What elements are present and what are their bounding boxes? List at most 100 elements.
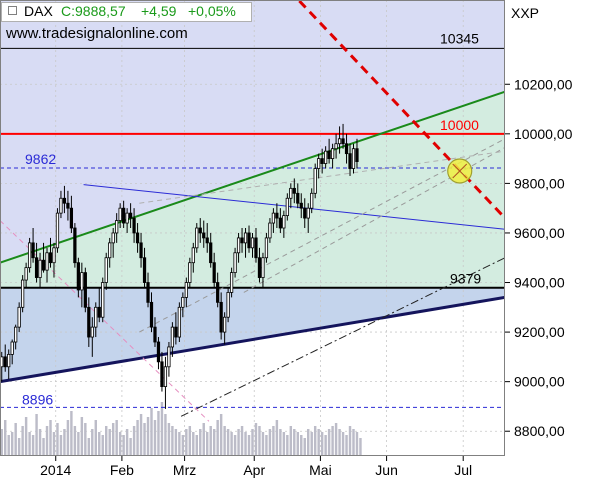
header-symbol: DAX: [24, 3, 53, 19]
volume-bar: [132, 426, 136, 456]
plot-frame: [0, 0, 505, 456]
volume-bar: [73, 426, 77, 456]
volume-bar: [167, 423, 171, 456]
volume-bar: [313, 426, 317, 456]
candle-down: [31, 242, 35, 259]
volume-bar: [143, 423, 146, 456]
header-change: +4,59: [141, 3, 177, 19]
candle-up: [243, 232, 248, 244]
candle-up: [261, 257, 265, 278]
volume-bar: [150, 408, 153, 456]
lower-zone-fill: [0, 287, 505, 382]
volume-bar: [192, 432, 195, 456]
candle-up: [184, 282, 188, 298]
y-tick-label: 9200,00: [514, 324, 565, 340]
volume-bar: [35, 414, 38, 456]
volume-bar: [261, 432, 265, 456]
volume-bar: [345, 435, 348, 456]
volume-bar: [303, 438, 306, 456]
volume-bar: [129, 438, 132, 456]
x-tick-label: Apr: [243, 462, 265, 478]
volume-bar: [4, 420, 7, 456]
y-tick-label: 9400,00: [514, 275, 565, 291]
volume-bar: [160, 402, 164, 456]
candle-down: [83, 272, 87, 308]
candle-up: [324, 150, 328, 164]
volume-bar: [122, 435, 125, 456]
trendline-upper-channel: [0, 90, 505, 264]
candle-down: [122, 207, 126, 224]
volume-bar: [251, 429, 254, 456]
volume-bar: [188, 426, 192, 456]
candle-down: [174, 326, 178, 338]
candle-down: [198, 227, 202, 234]
candle-up: [170, 326, 175, 348]
candle-up: [285, 197, 289, 217]
candle-down: [216, 282, 220, 303]
candle-up: [334, 143, 338, 150]
candle-up: [250, 237, 255, 249]
level-label-9379: 9379: [450, 271, 481, 287]
volume-bar: [0, 429, 3, 456]
candle-up: [223, 316, 227, 333]
candle-down: [48, 252, 53, 264]
volume-bar: [202, 423, 205, 456]
candle-down: [254, 237, 258, 259]
candle-up: [337, 138, 342, 145]
candle-down: [299, 202, 303, 209]
y-tick-label: 8800,00: [514, 423, 565, 439]
candle-down: [212, 262, 216, 283]
volume-bar: [136, 420, 139, 456]
volume-bar: [289, 426, 293, 456]
candle-down: [278, 217, 282, 229]
trendline-pink-dashed: [0, 220, 210, 422]
volume-bar: [275, 420, 279, 456]
candle-down: [76, 262, 80, 291]
volume-bar: [230, 432, 233, 456]
volume-bar: [24, 417, 28, 456]
volume-bar: [209, 426, 212, 456]
candle-up: [111, 232, 115, 244]
volume-bar: [359, 438, 362, 456]
candle-up: [118, 207, 122, 221]
trendline-grey-dashed-flat: [139, 150, 505, 204]
volume-bar: [334, 423, 338, 456]
volume-bar: [66, 420, 70, 456]
candle-down: [3, 356, 7, 368]
volume-bar: [293, 429, 296, 456]
level-label-10345: 10345: [440, 30, 479, 46]
volume-bar: [237, 429, 240, 456]
candle-up: [94, 306, 98, 328]
volume-bar: [300, 435, 303, 456]
x-tick-label: 2014: [40, 462, 71, 478]
header-change-pct: +0,05%: [188, 3, 236, 19]
candle-down: [41, 259, 46, 271]
header-box: [1, 2, 252, 22]
volume-bar: [355, 432, 359, 456]
volume-bar: [28, 432, 31, 456]
candle-down: [69, 207, 74, 229]
candle-up: [317, 158, 321, 169]
candle-up: [268, 222, 272, 239]
volume-bar: [101, 435, 104, 456]
level-label-8896: 8896: [22, 391, 53, 407]
volume-bar: [171, 426, 174, 456]
volume-bar: [320, 432, 324, 456]
candle-down: [66, 202, 70, 209]
volume-bar: [268, 429, 272, 456]
candle-down: [355, 148, 359, 162]
candle-down: [135, 232, 140, 244]
volume-bar: [94, 420, 97, 456]
volume-bar: [108, 429, 111, 456]
target-marker-cross: [452, 163, 468, 179]
candle-up: [80, 272, 84, 291]
candle-down: [132, 217, 136, 234]
volume-bar: [310, 432, 313, 456]
candle-down: [341, 138, 345, 145]
volume-bar: [125, 429, 129, 456]
exchange-label: XXP: [511, 5, 540, 21]
candle-up: [226, 292, 230, 318]
candle-up: [306, 207, 310, 219]
candle-up: [52, 247, 56, 264]
